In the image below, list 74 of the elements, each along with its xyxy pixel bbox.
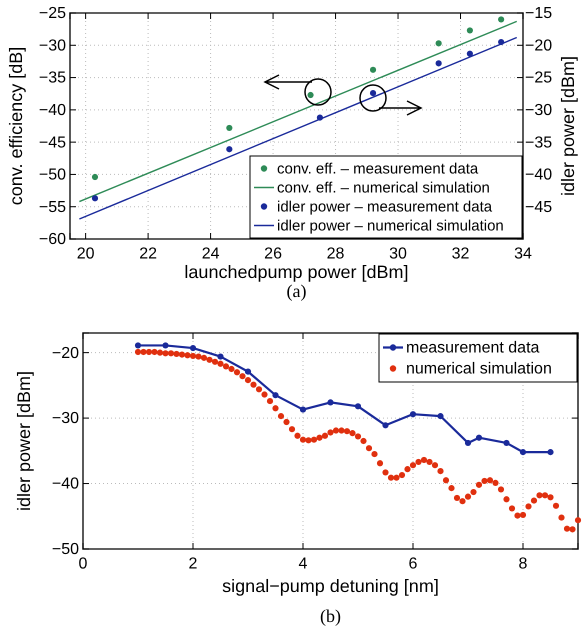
legend-label: numerical simulation xyxy=(406,360,552,378)
x-tick-label: 22 xyxy=(139,245,158,262)
x-axis-title: signal−pump detuning [nm] xyxy=(222,576,439,596)
y-axis-title: conv. efficiency [dB] xyxy=(6,46,26,206)
point xyxy=(464,440,472,446)
y-tick-label: −60 xyxy=(38,231,66,248)
text: (a) xyxy=(286,281,306,301)
point xyxy=(503,440,510,446)
point xyxy=(437,413,444,420)
point xyxy=(476,434,482,441)
y-tick-label: −50 xyxy=(52,541,80,558)
x-tick-label: 4 xyxy=(298,555,308,572)
legend-label: conv. eff. – numerical simulation xyxy=(277,180,490,196)
point xyxy=(436,40,442,46)
y-tick-label: −30 xyxy=(52,410,80,428)
y-tick-label: −20 xyxy=(52,344,80,362)
point xyxy=(370,66,376,73)
y2-tick-label: −25 xyxy=(525,70,552,87)
y2-tick-label: −30 xyxy=(525,102,552,119)
x-tick-label: 0 xyxy=(78,555,88,572)
x-tick-label: 28 xyxy=(326,245,345,262)
point xyxy=(382,422,389,428)
point xyxy=(354,403,362,410)
y2-tick-label: −40 xyxy=(525,166,552,184)
x-tick-label: 26 xyxy=(264,245,282,262)
point xyxy=(327,399,334,406)
legend-label: measurement data xyxy=(406,340,540,356)
x-tick-label: 32 xyxy=(452,245,470,262)
x-tick-label: 20 xyxy=(76,245,95,262)
y2-tick-label: −15 xyxy=(525,5,552,22)
point xyxy=(370,90,376,96)
point xyxy=(307,92,314,98)
point xyxy=(498,16,504,23)
point xyxy=(190,344,196,352)
point xyxy=(162,342,169,349)
point xyxy=(300,406,306,413)
x-tick-label: 34 xyxy=(514,245,532,262)
x-tick-label: 6 xyxy=(408,555,418,572)
legend-label: conv. eff. – measurement data xyxy=(277,160,479,178)
y-tick-label: −55 xyxy=(38,198,66,216)
point xyxy=(520,449,526,456)
x-tick-label: 24 xyxy=(202,245,220,262)
y-tick-label: −50 xyxy=(38,166,66,184)
point xyxy=(226,124,232,132)
point xyxy=(217,353,224,360)
y-tick-label: −30 xyxy=(38,37,66,54)
y2-tick-label: −45 xyxy=(525,198,552,216)
legend-label: idler power – measurement data xyxy=(277,198,493,216)
point xyxy=(466,27,473,34)
y2-tick-label: −35 xyxy=(525,134,552,152)
x-tick-label: 8 xyxy=(518,555,528,572)
legend-label: idler power – numerical simulation xyxy=(277,218,504,234)
x-tick-label: 30 xyxy=(389,245,408,262)
y-tick-label: −40 xyxy=(38,102,66,119)
point xyxy=(547,449,554,456)
y-axis-title: idler power [dBm] xyxy=(14,370,34,512)
point xyxy=(244,368,252,375)
point xyxy=(466,50,473,57)
point xyxy=(436,60,442,66)
point xyxy=(272,392,279,398)
point xyxy=(226,146,232,152)
y-tick-label: −45 xyxy=(38,134,66,152)
y2-axis-title: idler power [dBm] xyxy=(558,56,578,196)
point xyxy=(134,342,142,349)
point xyxy=(92,195,98,202)
x-tick-label: 2 xyxy=(188,555,198,572)
text: (b) xyxy=(320,606,341,626)
point xyxy=(410,411,416,418)
y-tick-label: −35 xyxy=(38,70,66,87)
y-tick-label: −40 xyxy=(52,476,80,493)
y-tick-label: −25 xyxy=(38,5,66,22)
x-axis-title: launchedpump power [dBm] xyxy=(184,262,409,282)
point xyxy=(92,174,98,180)
y2-tick-label: −20 xyxy=(525,37,552,54)
